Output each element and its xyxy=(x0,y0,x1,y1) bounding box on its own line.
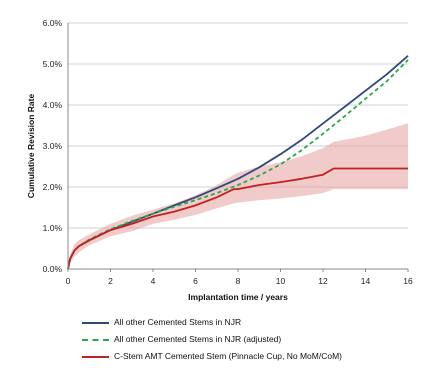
series-line-1 xyxy=(67,59,409,270)
legend-swatch-c-stem xyxy=(82,356,109,358)
x-tick-label: 12 xyxy=(318,276,328,286)
legend-label-njr: All other Cemented Stems in NJR xyxy=(114,317,242,327)
y-tick-label: 6.0% xyxy=(43,18,63,28)
x-tick-label: 14 xyxy=(361,276,371,286)
legend: All other Cemented Stems in NJR All othe… xyxy=(82,314,412,365)
y-tick-label: 1.0% xyxy=(43,223,63,233)
legend-item: All other Cemented Stems in NJR xyxy=(82,314,412,331)
axis-layer: 0.0% 1.0% 2.0% 3.0% 4.0% 5.0% 6.0% 0 2 4 6 8 10 12 14 1… xyxy=(43,18,413,286)
x-tick-label: 16 xyxy=(403,276,413,286)
y-tick-label: 4.0% xyxy=(43,100,63,110)
y-tick-label: 3.0% xyxy=(43,141,63,151)
grid-layer xyxy=(68,22,408,229)
x-tick-label: 2 xyxy=(108,276,113,286)
x-tick-label: 8 xyxy=(236,276,241,286)
y-axis-title: Cumulative Revision Rate xyxy=(26,94,36,199)
legend-label-c-stem: C-Stem AMT Cemented Stem (Pinnacle Cup, … xyxy=(114,351,342,361)
x-tick-label: 4 xyxy=(151,276,156,286)
series-line-2 xyxy=(67,167,408,270)
x-tick-label: 0 xyxy=(66,276,71,286)
x-axis-title: Implantation time / years xyxy=(188,292,288,302)
legend-label-njr-adjusted: All other Cemented Stems in NJR (adjuste… xyxy=(114,334,282,344)
ci-band-layer xyxy=(68,123,408,270)
y-tick-label: 0.0% xyxy=(43,264,63,274)
confidence-band-2 xyxy=(68,123,408,270)
legend-item: All other Cemented Stems in NJR (adjuste… xyxy=(82,331,412,348)
x-tick-label: 6 xyxy=(193,276,198,286)
legend-swatch-njr xyxy=(82,322,109,324)
legend-item: C-Stem AMT Cemented Stem (Pinnacle Cup, … xyxy=(82,348,412,365)
x-tick-label: 10 xyxy=(276,276,286,286)
y-tick-label: 5.0% xyxy=(43,59,63,69)
series-line-layer xyxy=(67,55,409,270)
legend-swatch-njr-adjusted xyxy=(82,339,109,341)
y-tick-label: 2.0% xyxy=(43,182,63,192)
